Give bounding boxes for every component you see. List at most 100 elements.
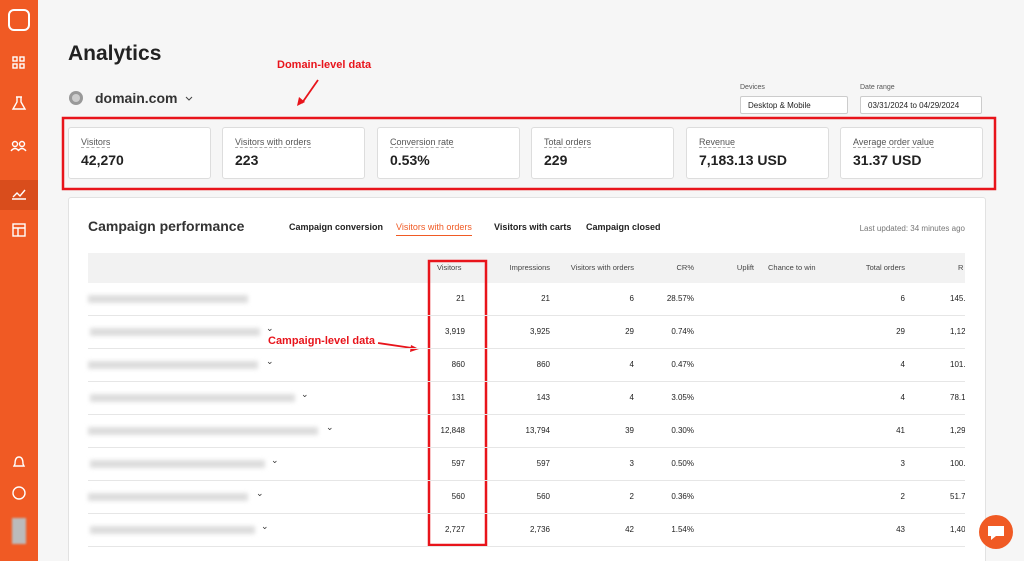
table-cell: 4 [900,393,905,402]
select[interactable]: Desktop & Mobile [740,96,848,114]
table-cell: 4 [629,360,634,369]
tab[interactable]: Visitors with orders [396,222,472,236]
table-cell: 1.54% [671,525,694,534]
kpi-label: Revenue [699,137,736,148]
column-header[interactable]: Visitors [437,263,462,272]
column-header[interactable]: Total orders [865,263,905,272]
row-divider [88,447,965,448]
table-cell: 1,295.4 [950,426,965,435]
table-cell: 78.1 [950,393,965,402]
kpi-value: 0.53% [390,152,430,168]
table-cell: 101.4 [950,360,965,369]
select[interactable]: 03/31/2024 to 04/29/2024 [860,96,982,114]
table-cell: 560 [536,492,550,501]
domain-selector[interactable]: domain.com [95,90,178,106]
campaign-name-redacted [90,526,255,534]
table-cell: 2,727 [444,525,465,534]
campaign-name-redacted [88,493,248,501]
table-cell: 2,736 [529,525,550,534]
table-cell: 100.7 [950,459,965,468]
kpi-label: Total orders [544,137,592,148]
campaign-name-redacted [90,394,295,402]
column-header[interactable]: Uplift [736,263,754,272]
table-cell: 860 [536,360,550,369]
table-cell: 143 [536,393,550,402]
table-cell: 860 [451,360,465,369]
expand-chevron: ⌄ [271,455,279,465]
table-cell: 13,794 [525,426,550,435]
kpi-card [840,127,983,179]
row-divider [88,414,965,415]
expand-chevron: ⌄ [326,422,334,432]
table-cell: 4 [629,393,634,402]
kpi-card [686,127,829,179]
table-cell: 131 [451,393,465,402]
kpi-value: 223 [235,152,259,168]
table-cell: 2 [629,492,634,501]
table-cell: 560 [451,492,465,501]
filter-label: Date range [860,84,895,91]
row-divider [88,480,965,481]
filter-label: Devices [740,84,765,91]
expand-chevron: ⌄ [266,356,274,366]
table-cell: 3 [629,459,634,468]
table-cell: 21 [456,294,465,303]
table-cell: 1,406.3 [950,525,965,534]
table-cell: 6 [900,294,905,303]
column-header[interactable]: Chance to win [768,263,816,272]
column-header[interactable]: CR% [676,263,694,272]
table-cell: 39 [625,426,634,435]
table-cell: 3,925 [529,327,550,336]
table-cell: 43 [896,525,905,534]
kpi-label: Conversion rate [390,137,454,148]
kpi-card [531,127,674,179]
kpi-card [222,127,365,179]
kpi-label: Average order value [853,137,934,148]
last-updated: Last updated: 34 minutes ago [859,224,965,233]
table-cell: 597 [451,459,465,468]
table-cell: 4 [900,360,905,369]
table-cell: 0.74% [671,327,694,336]
table-cell: 41 [896,426,905,435]
row-divider [88,315,965,316]
tab[interactable]: Visitors with carts [494,222,572,232]
table-cell: 3,919 [444,327,465,336]
globe-icon [69,91,83,105]
row-divider [88,348,965,349]
annotation: Campaign-level data [268,335,375,347]
table-cell: 1,122.3 [950,327,965,336]
kpi-card [68,127,211,179]
table-cell: 42 [625,525,634,534]
table-cell: 3.05% [671,393,694,402]
expand-chevron: ⌄ [301,389,309,399]
table-cell: 29 [625,327,634,336]
expand-chevron: ⌄ [266,323,274,333]
row-divider [88,513,965,514]
kpi-label: Visitors [81,137,111,148]
campaign-name-redacted [88,361,258,369]
tab[interactable]: Campaign closed [586,222,661,232]
kpi-value: 7,183.13 USD [699,152,787,168]
table-cell: 145.2 [950,294,965,303]
column-header[interactable]: Impressions [509,263,550,272]
kpi-label: Visitors with orders [235,137,311,148]
panel [68,197,986,561]
table-cell: 28.57% [666,294,694,303]
expand-chevron: ⌄ [256,488,264,498]
tab[interactable]: Campaign conversion [289,222,384,232]
column-header[interactable]: R [958,263,964,272]
table-cell: 0.47% [671,360,694,369]
panel-title: Campaign performance [88,218,245,234]
campaign-name-redacted [88,295,248,303]
table-cell: 51.7 [950,492,965,501]
row-divider [88,381,965,382]
row-divider [88,546,965,547]
campaign-name-redacted [90,328,260,336]
table-cell: 0.30% [671,426,694,435]
kpi-value: 42,270 [81,152,124,168]
table-cell: 0.50% [671,459,694,468]
column-header[interactable]: Visitors with orders [570,263,634,272]
table-cell: 21 [541,294,550,303]
table-cell: 597 [536,459,550,468]
